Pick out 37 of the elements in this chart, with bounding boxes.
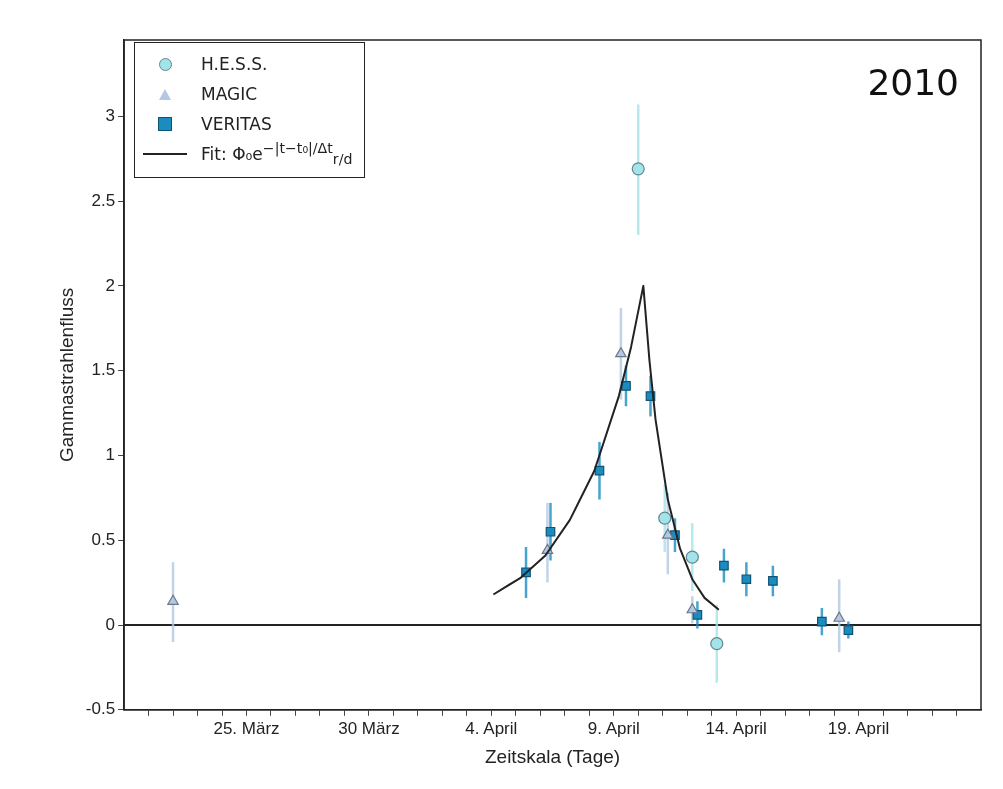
point — [741, 574, 752, 585]
annotation: 2010 — [867, 62, 959, 104]
point — [817, 616, 827, 627]
y-tick-label: 0 — [105, 614, 116, 634]
x-tick-label: 25. März — [213, 718, 280, 738]
y-tick-label: 1.5 — [91, 360, 116, 380]
point — [545, 526, 556, 537]
x-tick-label: 30 März — [338, 718, 400, 738]
legend-label: MAGIC — [201, 84, 258, 104]
y-tick-label: 0.5 — [91, 529, 116, 549]
point — [631, 162, 645, 176]
point — [710, 637, 724, 651]
y-tick-label: 3 — [105, 105, 116, 125]
x-axis-title: Zeitskala (Tage) — [484, 745, 621, 767]
x-tick-label: 19. April — [827, 718, 890, 738]
y-tick-label: 2.5 — [91, 190, 116, 210]
point — [594, 465, 605, 476]
point — [686, 603, 699, 614]
y-tick-label: -0.5 — [85, 699, 116, 719]
point — [843, 625, 854, 635]
point — [615, 347, 627, 358]
y-axis-title: Gammastrahlenfluss — [55, 287, 77, 463]
point — [719, 560, 729, 571]
point — [167, 594, 179, 605]
x-tick-label: 4. April — [465, 718, 518, 738]
point — [768, 576, 778, 586]
point — [621, 381, 631, 391]
point — [658, 511, 672, 525]
x-tick-label: 14. April — [705, 718, 767, 738]
point — [662, 528, 674, 539]
legend-label: VERITAS — [201, 114, 272, 134]
y-tick-label: 1 — [105, 445, 116, 465]
point — [833, 611, 845, 622]
y-tick-label: 2 — [105, 275, 116, 295]
legend-label: H.E.S.S. — [201, 54, 268, 74]
x-tick-label: 9. April — [587, 718, 640, 738]
point — [685, 550, 699, 564]
